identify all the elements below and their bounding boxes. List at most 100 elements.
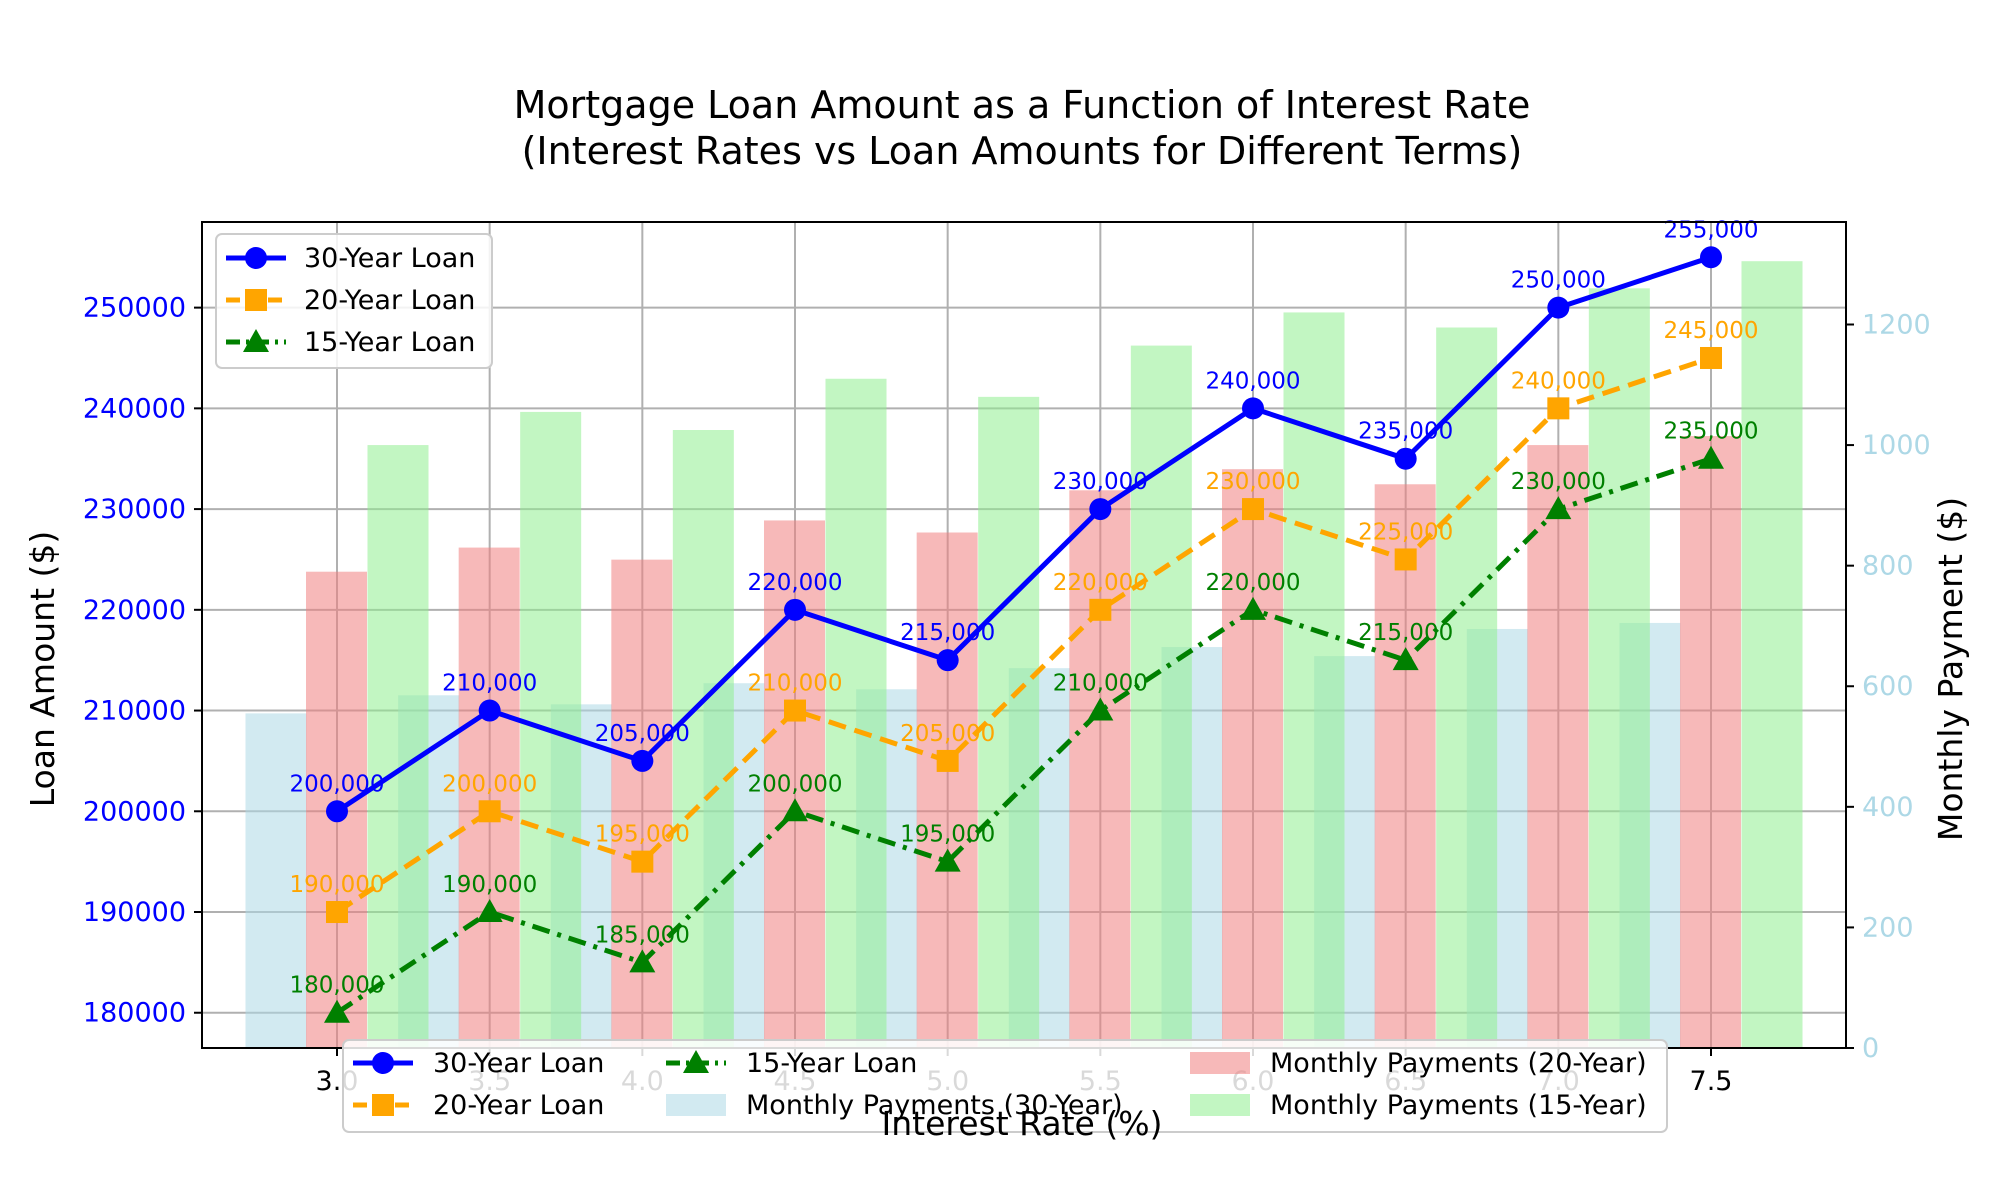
bar-20yr-payment xyxy=(611,559,673,1048)
marker-30yr xyxy=(784,598,806,621)
marker-20yr xyxy=(1242,498,1264,521)
data-label-30yr: 230,000 xyxy=(1053,469,1148,495)
data-label-20yr: 190,000 xyxy=(289,872,384,898)
marker-20yr xyxy=(936,749,959,772)
marker-15yr xyxy=(1545,496,1572,520)
bar-15yr-payment xyxy=(1588,288,1650,1048)
legend-marker-30yr xyxy=(245,247,267,269)
data-label-20yr: 205,000 xyxy=(900,721,995,747)
data-label-20yr: 240,000 xyxy=(1511,368,1606,394)
line-30yr-loan xyxy=(335,254,1712,814)
marker-15yr xyxy=(629,949,656,973)
bar-20yr-payment xyxy=(1374,484,1436,1048)
bar-15yr-payment xyxy=(672,430,734,1048)
bar-15yr-payment xyxy=(1130,345,1192,1049)
legend-bar-swatch-15yr xyxy=(1190,1094,1250,1116)
data-label-15yr: 235,000 xyxy=(1663,419,1758,445)
bar-20yr-payment xyxy=(1222,469,1283,1048)
marker-20yr xyxy=(1089,598,1112,621)
data-label-20yr: 220,000 xyxy=(1053,570,1148,596)
marker-30yr xyxy=(1394,447,1417,470)
marker-30yr xyxy=(1089,498,1112,521)
data-label-20yr: 245,000 xyxy=(1663,318,1758,344)
data-label-20yr: 210,000 xyxy=(747,671,842,697)
marker-15yr xyxy=(782,798,808,822)
y-right-tick-label: 0 xyxy=(1862,1033,1879,1064)
legend-label: 30-Year Loan xyxy=(433,1048,604,1079)
data-label-30yr: 220,000 xyxy=(747,570,842,596)
x-axis-label: Interest Rate (%) xyxy=(882,1104,1163,1143)
marker-20yr xyxy=(784,699,806,722)
line-group: 200,000 210,000 205,000 220,000 215,000 230,0… xyxy=(289,217,1759,1023)
y-left-tick-label: 250000 xyxy=(83,293,186,324)
y-left-tick-label: 220000 xyxy=(83,595,186,626)
data-label-20yr: 195,000 xyxy=(595,822,690,848)
marker-20yr xyxy=(1700,346,1722,369)
data-label-20yr: 200,000 xyxy=(442,771,537,797)
marker-15yr xyxy=(324,999,350,1023)
bar-group xyxy=(245,261,1803,1049)
y-right-tick-label: 200 xyxy=(1862,912,1914,943)
legend-marker-20yr xyxy=(372,1094,394,1116)
marker-20yr xyxy=(631,850,654,873)
data-label-30yr: 205,000 xyxy=(595,721,690,747)
marker-30yr xyxy=(1700,246,1722,269)
y-left-tick-label: 180000 xyxy=(83,998,186,1029)
marker-30yr xyxy=(631,749,654,772)
data-label-30yr: 200,000 xyxy=(289,771,384,797)
marker-15yr xyxy=(476,899,503,923)
marker-30yr xyxy=(1242,397,1264,420)
bar-15yr-payment xyxy=(978,396,1040,1049)
y-right-tick-label: 1200 xyxy=(1862,309,1931,340)
line-20yr-loan xyxy=(335,355,1712,915)
data-label-20yr: 225,000 xyxy=(1358,519,1453,545)
y-axis-label-left: Loan Amount ($) xyxy=(23,531,62,808)
bar-20yr-payment xyxy=(1069,490,1131,1048)
data-label-30yr: 235,000 xyxy=(1358,419,1453,445)
bar-15yr-payment xyxy=(1436,327,1498,1048)
legend-label: Monthly Payments (20-Year) xyxy=(1270,1048,1647,1079)
legend-label: 15-Year Loan xyxy=(746,1048,917,1079)
data-label-15yr: 190,000 xyxy=(442,872,537,898)
legend-label: 20-Year Loan xyxy=(304,285,475,316)
marker-15yr xyxy=(934,848,961,872)
marker-20yr xyxy=(1547,397,1570,420)
line-15yr-loan xyxy=(335,456,1712,1015)
legend-marker-15yr xyxy=(683,1050,709,1073)
y-right-tick-label: 800 xyxy=(1862,551,1914,582)
marker-30yr xyxy=(1547,296,1570,319)
plot-area: 200,000 210,000 205,000 220,000 215,000 230,0… xyxy=(83,217,1931,1133)
chart-title-line1: Mortgage Loan Amount as a Function of In… xyxy=(514,83,1531,127)
legend-top-left: 30-Year Loan 20-Year Loan 15-Year Loan xyxy=(215,233,493,369)
data-label-15yr: 210,000 xyxy=(1053,671,1148,697)
data-label-15yr: 195,000 xyxy=(900,822,995,848)
data-label-30yr: 240,000 xyxy=(1205,368,1300,394)
legend-marker-20yr xyxy=(245,289,267,311)
data-label-15yr: 180,000 xyxy=(289,973,384,999)
legend-label: Monthly Payments (15-Year) xyxy=(1270,1090,1647,1121)
bar-20yr-payment xyxy=(1680,436,1741,1048)
y-right-tick-label: 600 xyxy=(1862,671,1914,702)
bar-20yr-payment xyxy=(458,547,520,1048)
marker-30yr xyxy=(936,649,959,672)
legend-bar-swatch-20yr xyxy=(1190,1052,1250,1074)
chart-title-line2: (Interest Rates vs Loan Amounts for Diff… xyxy=(522,129,1523,173)
legend-marker-15yr xyxy=(243,329,269,352)
data-label-20yr: 230,000 xyxy=(1205,469,1300,495)
y-left-tick-label: 240000 xyxy=(83,393,186,424)
marker-15yr xyxy=(1698,445,1724,469)
legend-label: 30-Year Loan xyxy=(304,243,475,274)
data-label-15yr: 215,000 xyxy=(1358,620,1453,646)
marker-15yr xyxy=(1392,647,1419,671)
data-label-30yr: 215,000 xyxy=(900,620,995,646)
data-label-15yr: 200,000 xyxy=(747,771,842,797)
y-left-tick-label: 230000 xyxy=(83,494,186,525)
marker-20yr xyxy=(1394,548,1417,571)
y-left-tick-label: 200000 xyxy=(83,796,186,827)
data-label-30yr: 250,000 xyxy=(1511,268,1606,294)
marker-15yr xyxy=(1240,596,1266,620)
marker-30yr xyxy=(326,800,348,823)
legend-bottom: 30-Year Loan 20-Year Loan 15-Year Loan Mont… xyxy=(342,1039,1668,1133)
bar-20yr-payment xyxy=(916,532,978,1048)
data-label-15yr: 185,000 xyxy=(595,922,690,948)
